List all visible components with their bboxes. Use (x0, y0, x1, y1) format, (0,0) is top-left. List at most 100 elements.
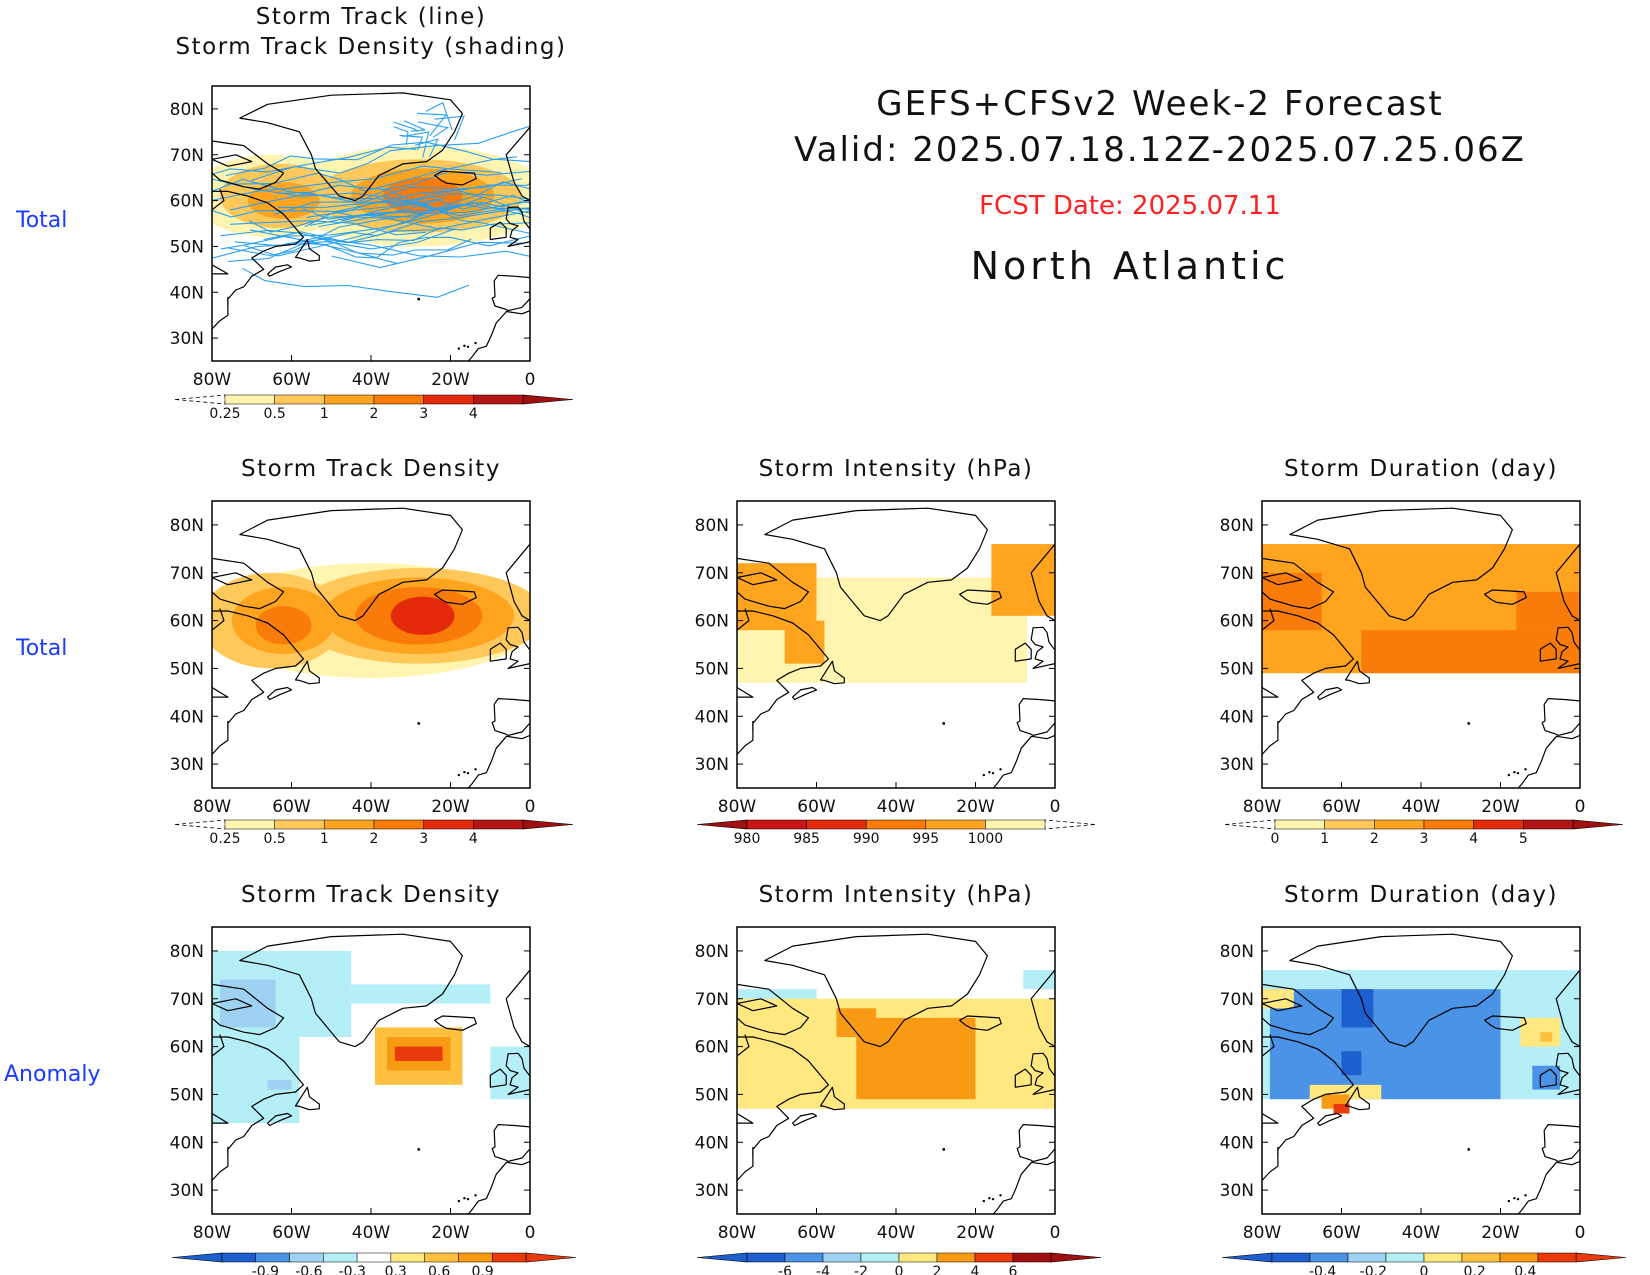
lat-label: 50N (170, 1085, 204, 1105)
colorbar-swatch (746, 1252, 786, 1263)
lat-label: 40N (1220, 1133, 1254, 1153)
coast-iceland (434, 589, 477, 605)
lon-label: 20W (956, 1223, 995, 1243)
coast-island-dot (457, 773, 461, 777)
storm-track-line (212, 146, 417, 175)
coast-island-dot (457, 1199, 461, 1203)
colorbar-swatch (274, 394, 325, 405)
panel-p4: Storm Track Density 80N 70N 60N 50N 40N 30N 80W… (170, 882, 577, 1275)
lon-label: 40W (352, 1223, 391, 1243)
coast-baffin-island (737, 557, 810, 610)
coast-nova-scotia (792, 686, 818, 701)
lon-label: 80W (718, 1223, 757, 1243)
coast-britain (505, 1052, 530, 1095)
coastlines (212, 933, 530, 1214)
storm-track-line (226, 156, 518, 192)
grid-cell (784, 620, 825, 664)
coast-newfoundland (819, 660, 845, 685)
coast-ireland (1539, 642, 1557, 662)
lon-label: 20W (431, 797, 470, 817)
lat-label: 80N (1220, 942, 1254, 962)
colorbar-tick-label: -2 (854, 1264, 868, 1275)
colorbar-tick-label: 0 (1420, 1264, 1429, 1275)
colorbar-tick-label: 4 (469, 406, 478, 422)
coast-baffin-island (212, 140, 285, 190)
colorbar-tick-label: 0.4 (1514, 1264, 1536, 1275)
lon-label: 60W (272, 797, 311, 817)
colorbar-swatch (458, 1252, 493, 1263)
grid-cell (1341, 1051, 1362, 1076)
colorbar-swatch (473, 819, 524, 830)
panel-p6: Storm Duration (day) 80N 70N 60N 50N 40N 30N 80… (1220, 882, 1627, 1275)
left-extension (174, 819, 226, 830)
lon-label: 80W (193, 1223, 232, 1243)
colorbar-swatch (746, 819, 807, 830)
coast-scandinavia (1030, 543, 1055, 622)
right-extension (522, 394, 574, 405)
storm-track-line (230, 220, 426, 236)
lon-label: 80W (193, 797, 232, 817)
storm-track-line (399, 134, 424, 151)
lon-label: 60W (1322, 1223, 1361, 1243)
colorbar-tick-label: 0.3 (385, 1264, 407, 1275)
coast-africa (467, 310, 530, 361)
colorbar-swatch (1271, 1252, 1311, 1263)
lon-label: 20W (1481, 1223, 1520, 1243)
lon-label: 20W (1481, 797, 1520, 817)
coast-island-dot (457, 347, 461, 350)
coast-greenland (1289, 933, 1513, 1048)
colorbar-swatch (860, 1252, 900, 1263)
coast-azores-dot (417, 297, 421, 301)
coast-great-lakes (1262, 1112, 1279, 1124)
coast-greenland (764, 933, 988, 1048)
coast-island-dot (1516, 771, 1520, 775)
lat-label: 80N (1220, 516, 1254, 536)
coast-hudson-bay (212, 188, 225, 211)
coast-ireland (1014, 642, 1032, 662)
coast-newfoundland (819, 1086, 845, 1111)
storm-track-line (263, 222, 530, 244)
coast-baffin-island (212, 983, 285, 1036)
coast-island-dot (1513, 771, 1516, 774)
lat-label: 40N (1220, 707, 1254, 727)
right-extension (1044, 819, 1096, 830)
colorbar-tick-label: 0.5 (264, 831, 286, 847)
storm-track-line (220, 229, 472, 256)
colorbar-swatch (289, 1252, 324, 1263)
colorbar: 0.25 0.5 1 2 3 4 (174, 394, 574, 422)
coast-newfoundland (294, 1086, 320, 1111)
lon-label: 0 (525, 797, 536, 817)
storm-track-line (227, 243, 399, 265)
colorbar-tick-label: 0 (895, 1264, 904, 1275)
left-extension (171, 1252, 223, 1263)
coast-great-lakes (737, 686, 754, 698)
coast-britain (1030, 1052, 1055, 1095)
colorbar-swatch (1374, 819, 1425, 830)
coast-island-dot (982, 1199, 986, 1203)
colorbar-tick-label: 4 (469, 831, 478, 847)
colorbar-tick-label: 3 (419, 831, 428, 847)
field-layer (1262, 544, 1580, 674)
right-extension (522, 819, 574, 830)
coast-great-lakes (212, 1112, 229, 1124)
lon-label: 40W (352, 370, 391, 390)
grid-cell (490, 1046, 530, 1100)
coast-baffin-island (1262, 983, 1335, 1036)
colorbar-swatch (1309, 1252, 1349, 1263)
colorbar-swatch (424, 1252, 459, 1263)
coast-scandinavia (1555, 543, 1580, 622)
field-layer (1262, 970, 1580, 1114)
panel-p5: Storm Intensity (hPa) 80N 70N 60N 50N 40N 30N 8… (695, 882, 1102, 1275)
coast-hudson-bay (737, 608, 750, 631)
lat-label: 50N (1220, 1085, 1254, 1105)
coast-africa (467, 1160, 530, 1214)
colorbar-swatch (373, 394, 424, 405)
row-label-anomaly: Anomaly (4, 1062, 101, 1087)
coast-island-dot (466, 1197, 470, 1201)
colorbar-tick-label: 0 (1271, 831, 1280, 847)
coast-great-lakes (212, 686, 229, 698)
coast-island-dot (1516, 1197, 1520, 1201)
coast-island-dot (466, 771, 470, 775)
coast-greenland (239, 507, 463, 622)
colorbar-tick-label: 2 (933, 1264, 942, 1275)
